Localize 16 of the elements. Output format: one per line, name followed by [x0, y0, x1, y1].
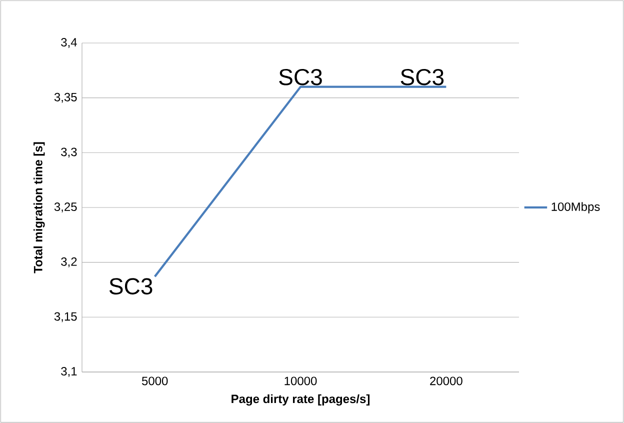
annotation: SC3: [400, 68, 444, 86]
x-tick-label: 5000: [142, 376, 168, 386]
y-tick-label: 3,25: [54, 202, 77, 212]
y-tick-label: 3,1: [61, 367, 77, 377]
y-axis-title: Total migration time [s]: [34, 142, 45, 274]
y-tick-label: 3,4: [61, 38, 77, 48]
y-tick-label: 3,35: [54, 92, 77, 103]
x-axis-title: Page dirty rate [pages/s]: [232, 394, 370, 406]
annotation: SC3: [109, 278, 152, 294]
y-tick-label: 3,3: [61, 148, 77, 158]
x-tick-label: 20000: [430, 376, 462, 386]
annotation: SC3: [279, 68, 322, 86]
y-tick-label: 3,15: [54, 312, 77, 322]
x-tick-label: 10000: [284, 376, 317, 386]
legend-label: 100Mbps: [552, 202, 600, 214]
y-tick-label: 3,2: [61, 257, 77, 268]
